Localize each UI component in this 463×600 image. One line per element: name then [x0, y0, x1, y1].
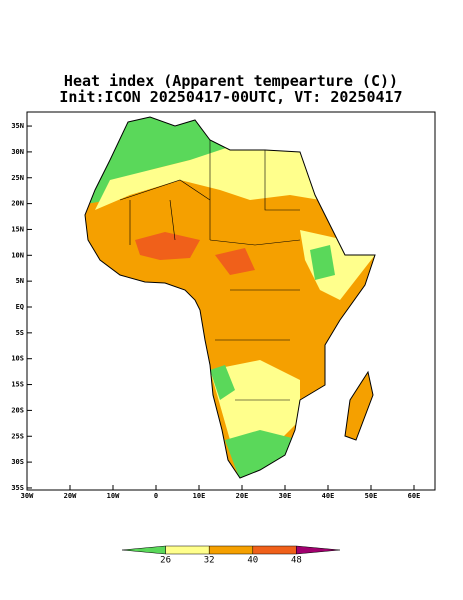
colorbar-label: 40: [247, 556, 258, 566]
colorbar-segment: [252, 545, 297, 555]
colorbar-segment: [208, 545, 254, 555]
lon-tick-label: 0: [154, 492, 158, 500]
lat-tick-label: 15N: [11, 225, 24, 233]
lon-tick-label: 40E: [322, 492, 335, 500]
title-line: Init:ICON 20250417-00UTC, VT: 20250417: [59, 88, 402, 106]
colorbar-segment: [296, 545, 341, 555]
lon-tick-label: 10E: [193, 492, 206, 500]
colorbar-label: 32: [204, 556, 215, 566]
lon-tick-label: 30E: [279, 492, 292, 500]
lat-tick-label: 25S: [11, 432, 24, 440]
lon-tick-label: 60E: [408, 492, 421, 500]
lat-tick-label: 5S: [16, 329, 24, 337]
lon-tick-label: 10W: [107, 492, 120, 500]
field-red: [215, 248, 255, 275]
lat-tick-label: 20S: [11, 406, 24, 414]
title-line: Heat index (Apparent tempearture (C)): [64, 72, 398, 90]
colorbar-segment: [165, 545, 210, 555]
lat-tick-label: 30N: [11, 148, 24, 156]
lat-tick-label: 30S: [11, 458, 24, 466]
borders: [119, 140, 301, 401]
field-green: [210, 365, 235, 400]
coastline: [84, 116, 376, 479]
lat-tick-label: 25N: [11, 174, 24, 182]
field-green: [310, 245, 335, 280]
colorbar-label: 26: [160, 556, 171, 566]
lat-tick-label: 35N: [11, 122, 24, 130]
lat-tick-label: 20N: [11, 200, 24, 208]
colorbar-label: 48: [291, 556, 302, 566]
lon-tick-label: 30W: [21, 492, 34, 500]
lat-tick-label: 10S: [11, 355, 24, 363]
lon-tick-label: 50E: [365, 492, 378, 500]
field-red: [135, 232, 200, 260]
lat-tick-label: 5N: [16, 277, 24, 285]
madagascar: [344, 370, 374, 441]
lon-tick-label: 20E: [236, 492, 249, 500]
field-yellow: [95, 145, 320, 210]
lat-tick-label: 15S: [11, 381, 24, 389]
lat-tick-label: 10N: [11, 251, 24, 259]
lon-tick-label: 20W: [64, 492, 77, 500]
colorbar-segment: [121, 545, 166, 555]
lat-tick-label: 35S: [11, 484, 24, 492]
lat-tick-label: EQ: [16, 303, 24, 311]
